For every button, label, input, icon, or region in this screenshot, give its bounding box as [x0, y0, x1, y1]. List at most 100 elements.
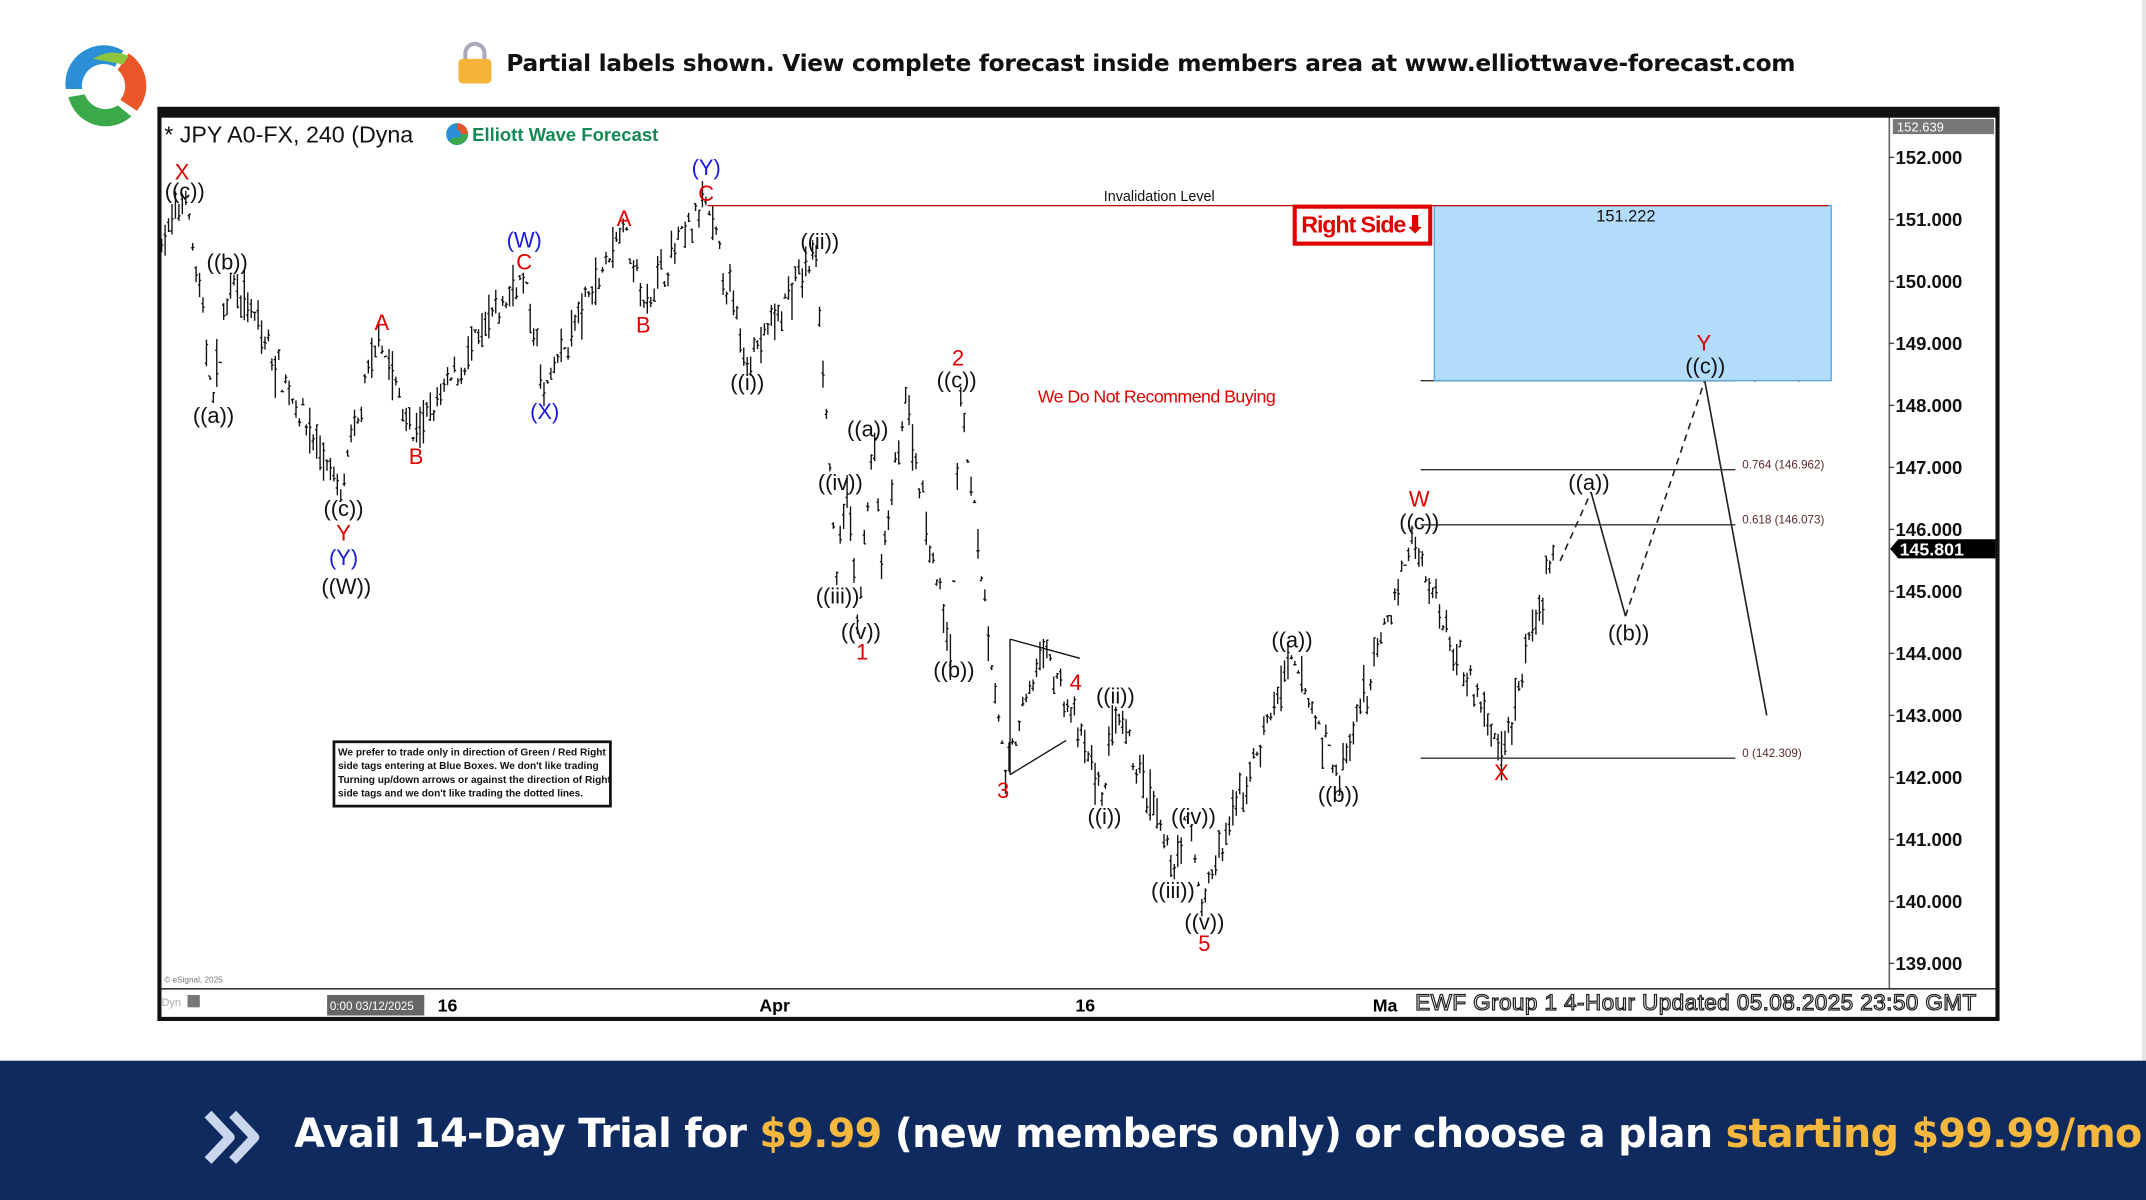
wave-label: ((iii))	[816, 584, 860, 609]
wave-label: ((i))	[730, 370, 764, 395]
trial-offer-text[interactable]: Avail 14-Day Trial for $9.99 (new member…	[294, 1109, 2143, 1157]
cursor-time: 0:00 03/12/2025	[330, 1000, 414, 1013]
top-price: 152.639	[1897, 119, 1944, 134]
wave-label: ((c))	[937, 367, 977, 392]
fib-label: 0.764 (146.962)	[1742, 458, 1824, 471]
wave-label: 3	[997, 778, 1009, 803]
y-tick-label: 144.000	[1896, 643, 1963, 664]
y-tick-label: 149.000	[1896, 333, 1963, 354]
trial-price: $9.99	[759, 1109, 882, 1157]
ewf-brand-icon	[446, 123, 469, 146]
note-line: side tags entering at Blue Boxes. We don…	[338, 761, 599, 772]
wave-label: ((c))	[165, 178, 205, 203]
lock-icon	[458, 41, 492, 84]
y-tick-label: 146.000	[1896, 519, 1963, 540]
trading-note: We prefer to trade only in direction of …	[332, 740, 614, 808]
wave-label: (W)	[507, 228, 542, 253]
wave-label: 4	[1070, 670, 1082, 695]
warning-text: We Do Not Recommend Buying	[1038, 386, 1275, 406]
wave-label: 2	[952, 345, 964, 370]
x-tick: Apr	[759, 995, 790, 1015]
wave-labels: X((c))((b))((a))((c))Y(Y)((W))AB(W)C(X)A…	[165, 155, 1726, 956]
wave-label: ((ii))	[1096, 683, 1135, 708]
wave-label: ((v))	[1184, 909, 1224, 934]
wave-label: ((a))	[1568, 470, 1609, 495]
top-price-tag	[1892, 119, 1995, 135]
svg-text:We prefer to trade only in dir: We prefer to trade only in direction of …	[338, 747, 614, 799]
y-tick-label: 147.000	[1896, 457, 1963, 478]
y-tick-label: 145.000	[1896, 581, 1963, 602]
wave-label: ((b))	[207, 250, 248, 275]
triangle-pattern	[1009, 638, 1081, 776]
elliott-wave-forecast-logo[interactable]	[52, 34, 156, 138]
wave-label: 1	[856, 640, 868, 665]
x-tick: 16	[438, 995, 458, 1015]
wave-label: ((a))	[1271, 627, 1312, 652]
wave-label: (Y)	[692, 155, 721, 180]
projection-dashed-1	[1559, 491, 1592, 562]
y-tick-label: 140.000	[1896, 891, 1963, 912]
wave-label: ((c))	[1399, 510, 1439, 535]
wave-label: C	[698, 181, 714, 206]
last-price: 145.801	[1900, 540, 1964, 560]
wave-label: ((W))	[321, 574, 371, 599]
wave-label: ((iv))	[818, 470, 863, 495]
x-tick: Ma	[1373, 995, 1398, 1015]
wave-label: (X)	[530, 399, 559, 424]
wave-label: ((a))	[193, 403, 234, 428]
wave-label: ((iii))	[1151, 878, 1195, 903]
double-chevron-right-icon	[204, 1110, 260, 1164]
plan-price: starting $99.99/mo	[1725, 1109, 2143, 1157]
wave-label: X	[175, 159, 190, 184]
dyn-label: Dyn	[161, 997, 180, 1009]
fib-label: 0.618 (146.073)	[1742, 513, 1824, 526]
wave-label: ((iv))	[1171, 804, 1216, 829]
projection-path	[1559, 380, 1768, 716]
wave-label: Y	[336, 521, 351, 546]
chart-title: * JPY A0-FX, 240 (Dyna	[164, 121, 413, 147]
wave-label: Y	[1697, 330, 1712, 355]
y-tick-label: 142.000	[1896, 767, 1963, 788]
y-tick-label: 141.000	[1896, 829, 1963, 850]
right-side-tag	[1292, 204, 1433, 246]
wave-label: ((c))	[323, 496, 363, 521]
y-tick-label: 152.000	[1896, 147, 1963, 168]
update-footer: EWF Group 1 4-Hour Updated 05.08.2025 23…	[1415, 990, 1976, 1015]
wave-label: ((b))	[933, 657, 974, 682]
wave-label: ((i))	[1087, 804, 1121, 829]
wave-label: B	[409, 444, 424, 469]
scrollbar[interactable]	[2141, 0, 2146, 1061]
projection-dashed-2	[1624, 380, 1706, 617]
offer-text: (new members only) or choose a plan	[881, 1109, 1726, 1157]
note-line: Turning up/down arrows or against the di…	[338, 775, 611, 786]
wave-label: ((b))	[1318, 782, 1359, 807]
wave-label: W	[1409, 486, 1430, 511]
lock-scale-icon[interactable]	[187, 994, 200, 1008]
wave-label: C	[516, 250, 532, 275]
members-notice: Partial labels shown. View complete fore…	[506, 50, 1796, 79]
wave-label: ((v))	[841, 619, 881, 644]
wave-label: (Y)	[329, 545, 358, 570]
wave-label: ((a))	[847, 417, 888, 442]
fib-label: 0 (142.309)	[1742, 747, 1802, 760]
y-tick-label: 150.000	[1896, 271, 1963, 292]
note-line: side tags and we don't like trading the …	[338, 789, 583, 800]
wave-label: 5	[1198, 931, 1210, 956]
y-tick-label: 148.000	[1896, 395, 1963, 416]
brand-name: Elliott Wave Forecast	[472, 124, 658, 145]
blue-box-top-label: 151.222	[1596, 208, 1655, 226]
copyright: © eSignal, 2025	[164, 976, 223, 985]
right-side-label: Right Side⬇	[1301, 212, 1423, 238]
trial-banner[interactable]: Avail 14-Day Trial for $9.99 (new member…	[0, 1060, 2146, 1200]
time-axis[interactable]	[161, 989, 1996, 1017]
wave-label: X	[1494, 760, 1509, 785]
last-price-tag	[1890, 539, 1996, 559]
x-tick: 16	[1075, 995, 1095, 1015]
offer-text: Avail 14-Day Trial for	[294, 1109, 760, 1157]
y-tick-label: 151.000	[1896, 209, 1963, 230]
wave-label: ((c))	[1685, 354, 1725, 379]
wave-label: A	[617, 206, 632, 231]
cursor-time-tag	[327, 994, 425, 1016]
